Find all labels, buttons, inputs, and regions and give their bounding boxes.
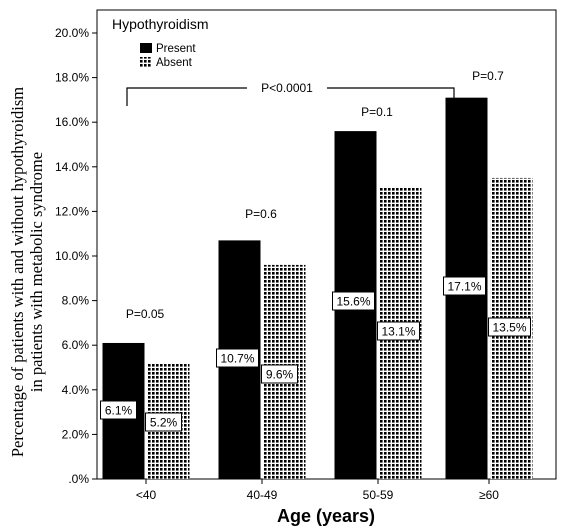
trend-p-value: P<0.0001 — [261, 81, 313, 95]
y-tick-label: 4.0% — [62, 383, 90, 397]
data-label-box — [261, 364, 298, 384]
data-label-present-0: 6.1% — [100, 400, 137, 420]
plot-frame — [96, 9, 557, 480]
legend-label-absent: Absent — [156, 57, 193, 69]
data-label-text: 15.6% — [336, 295, 370, 309]
data-label-box — [377, 321, 420, 341]
data-label-present-1: 10.7% — [216, 348, 259, 368]
x-tick-label: 40-49 — [247, 488, 278, 502]
data-label-absent-1: 9.6% — [261, 364, 298, 384]
data-label-absent-2: 13.1% — [377, 321, 420, 341]
data-label-text: 6.1% — [105, 404, 133, 418]
data-label-box — [332, 291, 375, 311]
y-tick-label: 18.0% — [55, 71, 89, 85]
data-label-text: 10.7% — [220, 352, 254, 366]
data-label-absent-3: 13.5% — [488, 317, 531, 337]
y-tick-label: 10.0% — [55, 249, 89, 263]
trend-label-bg — [247, 80, 327, 96]
x-axis-title: Age (years) — [277, 506, 375, 526]
data-label-present-3: 17.1% — [443, 276, 486, 296]
p-value-label: P=0.7 — [472, 69, 504, 83]
data-label-text: 13.5% — [492, 321, 526, 335]
legend-swatch-present — [140, 43, 152, 53]
data-label-text: 5.2% — [150, 416, 178, 430]
data-label-present-2: 15.6% — [332, 291, 375, 311]
x-tick-label: 50-59 — [363, 488, 394, 502]
y-axis-title-line-2: in patients with metabolic syndrome — [27, 152, 46, 392]
x-tick-label: ≥60 — [479, 488, 499, 502]
data-label-box — [216, 348, 259, 368]
y-tick-label: .0% — [68, 472, 89, 486]
x-tick-label: <40 — [136, 488, 157, 502]
legend-swatch-absent — [140, 57, 152, 67]
data-label-box — [443, 276, 486, 296]
legend-label-present: Present — [156, 43, 196, 55]
data-label-text: 13.1% — [381, 325, 415, 339]
y-tick-label: 6.0% — [62, 338, 90, 352]
y-tick-label: 14.0% — [55, 160, 89, 174]
data-label-absent-0: 5.2% — [145, 412, 182, 432]
y-axis-title: Percentage of patients with and without … — [8, 87, 46, 457]
y-tick-label: 12.0% — [55, 204, 89, 218]
p-value-label: P=0.05 — [126, 307, 165, 321]
data-label-box — [145, 412, 182, 432]
data-label-text: 9.6% — [266, 368, 294, 382]
y-tick-label: 8.0% — [62, 294, 90, 308]
p-value-label: P=0.6 — [245, 207, 277, 221]
y-tick-label: 2.0% — [62, 427, 90, 441]
y-tick-label: 16.0% — [55, 115, 89, 129]
data-label-text: 17.1% — [447, 280, 481, 294]
y-tick-label: 20.0% — [55, 26, 89, 40]
y-axis-title-line-1: Percentage of patients with and without … — [8, 87, 27, 457]
p-value-label: P=0.1 — [361, 105, 393, 119]
legend-title: Hypothyroidism — [112, 16, 208, 32]
data-label-box — [488, 317, 531, 337]
data-label-box — [100, 400, 137, 420]
